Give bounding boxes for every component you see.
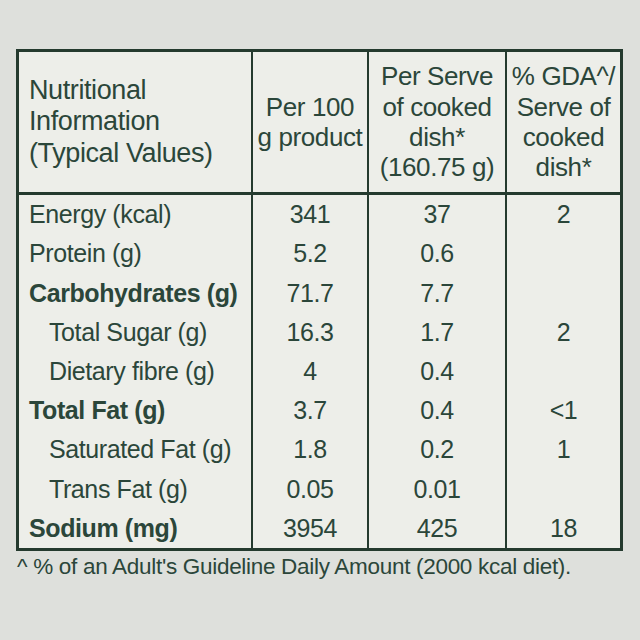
row-label-trans-fat: Trans Fat (g) xyxy=(19,470,251,509)
value-total-fat-gda: <1 xyxy=(507,391,620,430)
value-dietary-fibre-per-serve: 0.4 xyxy=(369,352,505,391)
header-nutritional-information: Nutritional Information (Typical Values) xyxy=(19,52,253,192)
table-header-row: Nutritional Information (Typical Values)… xyxy=(19,52,620,195)
value-saturated-fat-per-100g: 1.8 xyxy=(253,430,367,469)
nutrition-label-page: Nutritional Information (Typical Values)… xyxy=(0,0,640,640)
value-total-fat-per-100g: 3.7 xyxy=(253,391,367,430)
value-protein-per-100g: 5.2 xyxy=(253,234,367,273)
value-protein-per-serve: 0.6 xyxy=(369,234,505,273)
value-trans-fat-per-serve: 0.01 xyxy=(369,470,505,509)
nutrition-table: Nutritional Information (Typical Values)… xyxy=(16,49,623,551)
column-per-100g-values: 341 5.2 71.7 16.3 4 3.7 1.8 0.05 3954 xyxy=(253,195,369,548)
value-energy-gda: 2 xyxy=(507,195,620,234)
row-label-saturated-fat: Saturated Fat (g) xyxy=(19,430,251,469)
column-gda-percent-values: 2 2 <1 1 18 xyxy=(507,195,620,548)
value-protein-gda xyxy=(507,234,620,273)
value-energy-per-serve: 37 xyxy=(369,195,505,234)
column-per-serve-values: 37 0.6 7.7 1.7 0.4 0.4 0.2 0.01 425 xyxy=(369,195,507,548)
value-sodium-per-serve: 425 xyxy=(369,509,505,548)
value-carbohydrates-per-serve: 7.7 xyxy=(369,273,505,312)
value-total-sugar-per-serve: 1.7 xyxy=(369,313,505,352)
row-label-dietary-fibre: Dietary fibre (g) xyxy=(19,352,251,391)
value-trans-fat-per-100g: 0.05 xyxy=(253,470,367,509)
value-total-fat-per-serve: 0.4 xyxy=(369,391,505,430)
gda-footnote: ^ % of an Adult's Guideline Daily Amount… xyxy=(17,554,633,580)
value-carbohydrates-gda xyxy=(507,273,620,312)
header-per-100g: Per 100 g product xyxy=(253,52,369,192)
row-label-total-sugar: Total Sugar (g) xyxy=(19,313,251,352)
value-carbohydrates-per-100g: 71.7 xyxy=(253,273,367,312)
value-sodium-gda: 18 xyxy=(507,509,620,548)
row-label-energy: Energy (kcal) xyxy=(19,195,251,234)
value-trans-fat-gda xyxy=(507,470,620,509)
value-dietary-fibre-gda xyxy=(507,352,620,391)
value-dietary-fibre-per-100g: 4 xyxy=(253,352,367,391)
value-total-sugar-per-100g: 16.3 xyxy=(253,313,367,352)
header-per-serve: Per Serve of cooked dish* (160.75 g) xyxy=(369,52,507,192)
value-sodium-per-100g: 3954 xyxy=(253,509,367,548)
value-total-sugar-gda: 2 xyxy=(507,313,620,352)
value-saturated-fat-per-serve: 0.2 xyxy=(369,430,505,469)
value-energy-per-100g: 341 xyxy=(253,195,367,234)
row-label-protein: Protein (g) xyxy=(19,234,251,273)
header-gda-percent: % GDA^/ Serve of cooked dish* xyxy=(507,52,620,192)
row-label-total-fat: Total Fat (g) xyxy=(19,391,251,430)
table-body: Energy (kcal) Protein (g) Carbohydrates … xyxy=(19,195,620,548)
value-saturated-fat-gda: 1 xyxy=(507,430,620,469)
row-label-carbohydrates: Carbohydrates (g) xyxy=(19,273,251,312)
column-nutrient-labels: Energy (kcal) Protein (g) Carbohydrates … xyxy=(19,195,253,548)
row-label-sodium: Sodium (mg) xyxy=(19,509,251,548)
